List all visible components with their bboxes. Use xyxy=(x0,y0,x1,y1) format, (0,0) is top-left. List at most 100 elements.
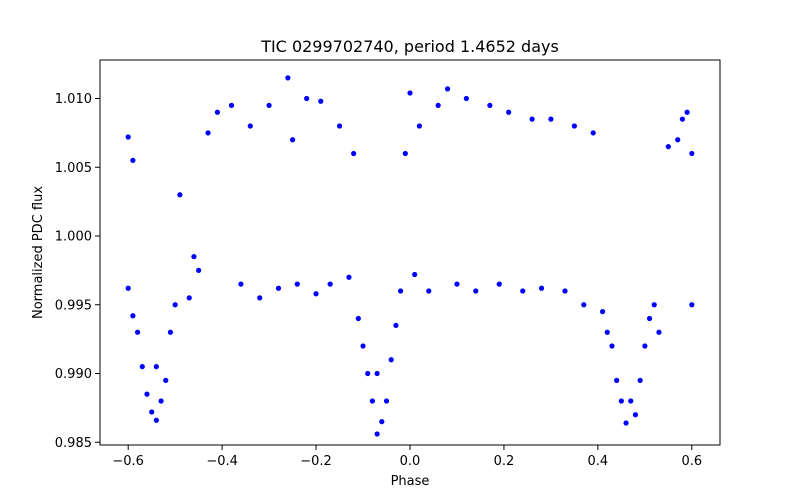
data-point xyxy=(130,313,136,319)
data-point xyxy=(177,192,183,198)
data-point xyxy=(407,90,413,96)
data-point xyxy=(628,398,634,404)
x-axis-ticks: −0.6 −0.4 −0.2 0.0 0.2 0.4 0.6 xyxy=(112,445,702,469)
x-axis-label: Phase xyxy=(391,474,430,489)
x-tick-label: 0.0 xyxy=(400,454,421,469)
data-point xyxy=(365,370,371,377)
data-point xyxy=(383,398,390,404)
data-point xyxy=(369,398,376,404)
data-point xyxy=(374,370,380,377)
data-point xyxy=(360,343,366,349)
x-tick-label: 0.6 xyxy=(681,454,702,469)
data-point xyxy=(167,329,174,335)
data-point xyxy=(238,281,244,287)
data-point xyxy=(412,271,418,278)
data-point xyxy=(463,95,469,102)
data-point xyxy=(153,417,159,423)
data-point xyxy=(125,134,131,140)
data-point xyxy=(402,150,408,157)
data-point xyxy=(571,123,577,129)
data-point xyxy=(163,377,169,383)
data-point xyxy=(632,412,639,418)
data-point xyxy=(599,309,606,315)
data-point xyxy=(426,288,432,294)
data-point xyxy=(520,288,526,294)
data-point xyxy=(637,377,643,383)
data-point xyxy=(604,329,610,335)
data-point xyxy=(581,302,587,308)
data-point xyxy=(435,102,441,108)
y-axis-label: Normalized PDC flux xyxy=(31,186,46,319)
data-point xyxy=(614,377,620,383)
data-point xyxy=(351,150,357,157)
data-point xyxy=(313,291,319,297)
data-point xyxy=(487,102,493,108)
data-point xyxy=(130,157,136,163)
y-tick-label: 0.985 xyxy=(55,436,92,451)
data-point xyxy=(506,109,512,115)
data-point xyxy=(454,281,460,287)
data-point xyxy=(473,288,479,294)
data-point xyxy=(172,302,178,308)
data-point xyxy=(590,130,596,136)
y-tick-label: 1.005 xyxy=(55,161,92,176)
data-point xyxy=(205,130,211,136)
data-point xyxy=(186,295,192,301)
data-point xyxy=(153,364,159,370)
data-point xyxy=(398,288,404,294)
data-point xyxy=(139,364,145,370)
data-point xyxy=(679,116,686,122)
x-tick-label: 0.2 xyxy=(494,454,515,469)
data-point xyxy=(529,116,535,122)
data-point xyxy=(134,329,141,335)
data-point xyxy=(327,281,333,287)
x-tick-label: −0.2 xyxy=(300,454,332,469)
data-point xyxy=(294,281,300,287)
data-point xyxy=(247,123,253,129)
data-point xyxy=(444,86,451,92)
data-point xyxy=(346,274,352,280)
data-point xyxy=(416,123,422,129)
chart-title: TIC 0299702740, period 1.4652 days xyxy=(260,37,559,56)
data-point xyxy=(214,109,221,115)
x-tick-label: 0.4 xyxy=(588,454,609,469)
data-point xyxy=(388,357,394,363)
data-point xyxy=(548,116,554,122)
data-point xyxy=(196,267,202,273)
data-point xyxy=(149,409,155,415)
data-point xyxy=(336,123,343,129)
data-point xyxy=(689,150,695,157)
data-point xyxy=(257,295,263,301)
data-points xyxy=(125,75,695,437)
data-point xyxy=(665,144,671,150)
data-point xyxy=(125,285,131,291)
y-tick-label: 1.000 xyxy=(55,230,92,245)
x-tick-label: −0.4 xyxy=(206,454,238,469)
data-point xyxy=(266,102,272,108)
data-point xyxy=(285,75,291,81)
data-point xyxy=(191,254,197,260)
data-point xyxy=(646,315,653,322)
y-tick-label: 0.995 xyxy=(55,298,92,313)
data-point xyxy=(318,98,324,104)
y-tick-label: 1.010 xyxy=(55,92,92,107)
x-tick-label: −0.6 xyxy=(112,454,144,469)
data-point xyxy=(289,137,296,143)
data-point xyxy=(355,315,361,322)
data-point xyxy=(496,281,502,287)
data-point xyxy=(304,95,310,102)
data-point xyxy=(275,285,282,291)
data-point xyxy=(689,302,695,308)
data-point xyxy=(651,302,657,308)
data-point xyxy=(538,285,545,291)
data-point xyxy=(144,391,150,397)
data-point xyxy=(228,102,235,108)
data-point xyxy=(393,322,399,328)
y-tick-label: 0.990 xyxy=(55,367,92,382)
y-axis-ticks: 0.985 0.990 0.995 1.000 1.005 1.010 xyxy=(55,92,100,451)
data-point xyxy=(618,398,624,404)
data-point xyxy=(609,343,615,349)
